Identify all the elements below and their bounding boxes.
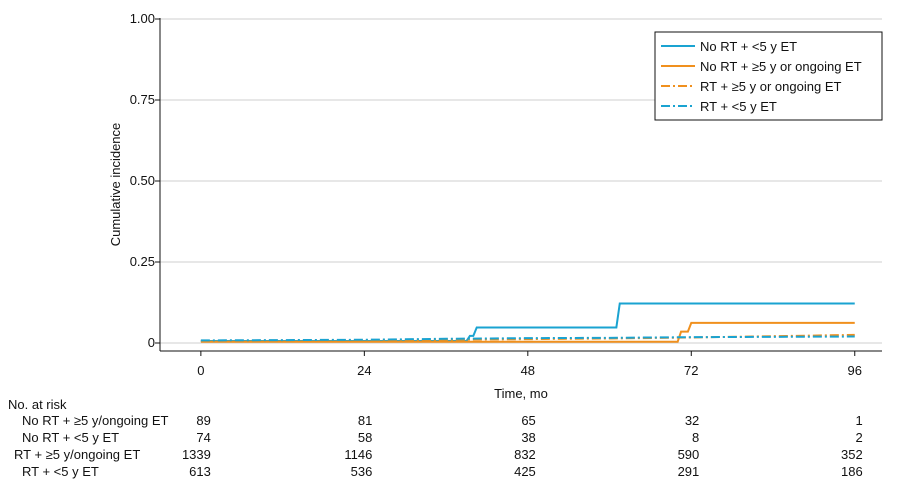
legend-label: No RT + ≥5 y or ongoing ET	[700, 59, 862, 74]
risk-count: 81	[358, 413, 372, 428]
legend-label: RT + ≥5 y or ongoing ET	[700, 79, 841, 94]
risk-count: 352	[841, 447, 863, 462]
series-line-2	[200, 321, 855, 343]
risk-count: 8	[692, 430, 699, 445]
risk-count: 186	[841, 464, 863, 479]
y-tick-label: 0.50	[130, 173, 155, 188]
risk-count: 74	[196, 430, 210, 445]
y-tick-label: 0	[148, 335, 155, 350]
legend: No RT + <5 y ET No RT + ≥5 y or ongoing E…	[654, 31, 883, 121]
legend-label: No RT + <5 y ET	[700, 39, 797, 54]
risk-row-label: RT + ≥5 y/ongoing ET	[14, 447, 140, 462]
risk-count: 536	[351, 464, 373, 479]
risk-count: 590	[678, 447, 700, 462]
risk-count: 291	[678, 464, 700, 479]
risk-row-label: RT + <5 y ET	[22, 464, 99, 479]
x-tick-label: 0	[197, 363, 204, 378]
y-tick-label: 0.25	[130, 254, 155, 269]
y-tick-label: 0.75	[130, 92, 155, 107]
risk-row-label: No RT + <5 y ET	[22, 430, 119, 445]
risk-count: 32	[685, 413, 699, 428]
y-axis-title: Cumulative incidence	[108, 123, 123, 247]
x-tick-label: 96	[848, 363, 862, 378]
x-tick-label: 48	[521, 363, 535, 378]
risk-count: 1146	[344, 447, 372, 462]
risk-count: 65	[521, 413, 535, 428]
risk-count: 38	[521, 430, 535, 445]
risk-row-label: No RT + ≥5 y/ongoing ET	[22, 413, 169, 428]
risk-count: 425	[514, 464, 536, 479]
legend-label: RT + <5 y ET	[700, 99, 777, 114]
risk-count: 1	[856, 413, 863, 428]
x-tick-label: 24	[357, 363, 371, 378]
series-line-4	[200, 335, 855, 342]
x-tick-label: 72	[684, 363, 698, 378]
x-axis-title: Time, mo	[494, 386, 548, 401]
risk-count: 2	[856, 430, 863, 445]
risk-count: 1339	[182, 447, 211, 462]
risk-table-title: No. at risk	[8, 397, 67, 412]
series-lines	[200, 302, 855, 343]
series-line-1	[200, 302, 855, 343]
risk-count: 58	[358, 430, 372, 445]
axes: 0 0.25 0.50 0.75 1.00 0 24 48 72 96 Time, mo Cumula…	[108, 11, 882, 401]
y-tick-label: 1.00	[130, 11, 155, 26]
risk-count: 613	[189, 464, 211, 479]
risk-count: 832	[514, 447, 536, 462]
risk-count: 89	[196, 413, 210, 428]
